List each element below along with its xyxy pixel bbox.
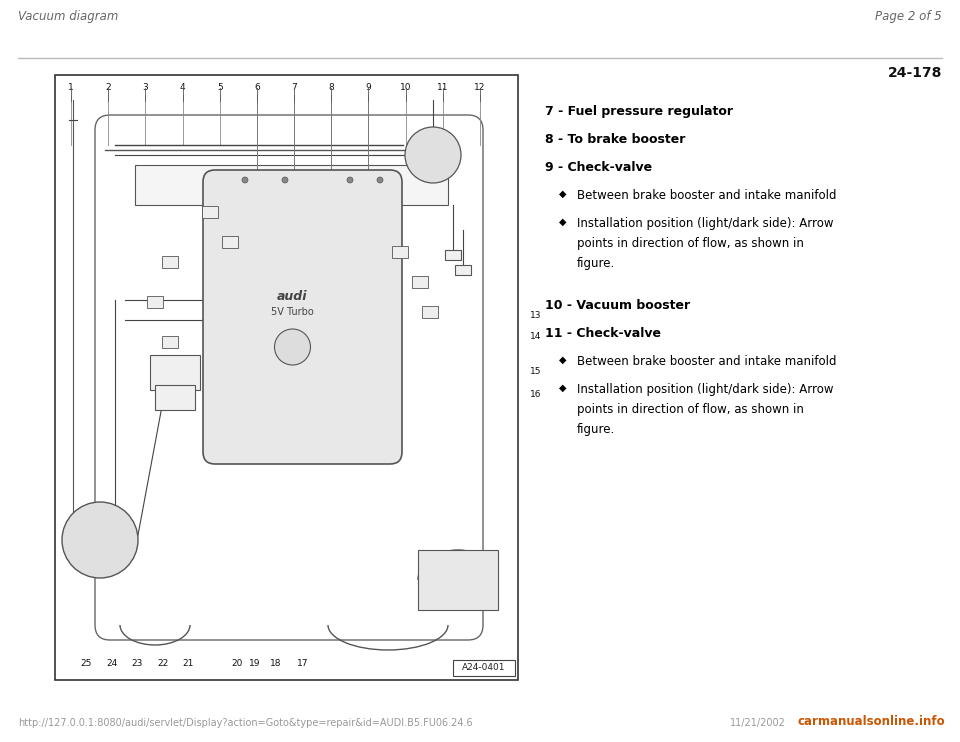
Text: 22: 22 [157, 660, 169, 669]
Circle shape [242, 177, 248, 183]
Circle shape [377, 177, 383, 183]
Circle shape [62, 502, 138, 578]
Text: 9: 9 [366, 83, 372, 92]
Text: Installation position (light/dark side): Arrow: Installation position (light/dark side):… [577, 383, 833, 396]
Circle shape [275, 329, 310, 365]
Bar [222, 236, 238, 248]
Text: carmanualsonline.info: carmanualsonline.info [798, 715, 945, 728]
Text: 2: 2 [106, 83, 111, 92]
Text: audi: audi [277, 291, 308, 303]
Text: figure.: figure. [577, 257, 615, 270]
Text: 3: 3 [142, 83, 148, 92]
Text: 21: 21 [182, 660, 194, 669]
Bar [55, 75, 518, 680]
Text: 14: 14 [530, 332, 541, 341]
Text: 23: 23 [132, 660, 143, 669]
Bar [202, 206, 218, 218]
Text: 7 - Fuel pressure regulator: 7 - Fuel pressure regulator [545, 105, 733, 118]
Bar [412, 276, 428, 288]
Text: points in direction of flow, as shown in: points in direction of flow, as shown in [577, 237, 804, 250]
Bar [162, 336, 178, 348]
Circle shape [347, 177, 353, 183]
Text: 20: 20 [231, 660, 243, 669]
Text: Between brake booster and intake manifold: Between brake booster and intake manifol… [577, 355, 836, 368]
Text: figure.: figure. [577, 423, 615, 436]
Bar [418, 550, 498, 610]
Text: points in direction of flow, as shown in: points in direction of flow, as shown in [577, 403, 804, 416]
Text: 11: 11 [437, 83, 448, 92]
FancyBboxPatch shape [203, 170, 402, 464]
Text: 10 - Vacuum booster: 10 - Vacuum booster [545, 299, 690, 312]
Text: 11/21/2002: 11/21/2002 [730, 718, 785, 728]
Bar [422, 306, 438, 318]
Text: 8: 8 [328, 83, 334, 92]
Bar [453, 660, 515, 676]
Bar [147, 296, 163, 308]
Text: 8 - To brake booster: 8 - To brake booster [545, 133, 685, 146]
Text: Vacuum diagram: Vacuum diagram [18, 10, 118, 23]
Text: 6: 6 [254, 83, 260, 92]
Bar [162, 256, 178, 268]
Circle shape [282, 177, 288, 183]
Circle shape [405, 127, 461, 183]
Text: 13: 13 [530, 312, 541, 321]
Text: 7: 7 [291, 83, 297, 92]
Text: A24-0401: A24-0401 [463, 663, 506, 672]
Text: 4: 4 [180, 83, 185, 92]
Text: 11 - Check-valve: 11 - Check-valve [545, 327, 661, 340]
Text: ◆: ◆ [560, 383, 566, 393]
Text: http://127.0.0.1:8080/audi/servlet/Display?action=Goto&type=repair&id=AUDI.B5.FU: http://127.0.0.1:8080/audi/servlet/Displ… [18, 718, 472, 728]
Text: Page 2 of 5: Page 2 of 5 [876, 10, 942, 23]
Bar [445, 250, 461, 260]
Text: 24-178: 24-178 [888, 66, 942, 80]
Text: ◆: ◆ [560, 217, 566, 227]
Text: 19: 19 [250, 660, 261, 669]
Text: 17: 17 [298, 660, 309, 669]
Bar [455, 265, 471, 275]
Text: 24: 24 [107, 660, 117, 669]
Bar [155, 385, 195, 410]
Text: ◆: ◆ [560, 355, 566, 365]
Text: 9 - Check-valve: 9 - Check-valve [545, 161, 652, 174]
Text: 1: 1 [68, 83, 74, 92]
Text: 18: 18 [270, 660, 281, 669]
Text: ◆: ◆ [560, 189, 566, 199]
Bar [392, 246, 408, 258]
Text: 5V Turbo: 5V Turbo [271, 307, 314, 317]
Text: 25: 25 [81, 660, 92, 669]
Bar [135, 165, 448, 205]
Text: 15: 15 [530, 367, 541, 376]
Bar [150, 355, 200, 390]
Text: 16: 16 [530, 390, 541, 399]
Text: Installation position (light/dark side): Arrow: Installation position (light/dark side):… [577, 217, 833, 230]
Text: 5: 5 [217, 83, 223, 92]
Text: 12: 12 [474, 83, 486, 92]
Text: Between brake booster and intake manifold: Between brake booster and intake manifol… [577, 189, 836, 202]
Text: 10: 10 [400, 83, 412, 92]
